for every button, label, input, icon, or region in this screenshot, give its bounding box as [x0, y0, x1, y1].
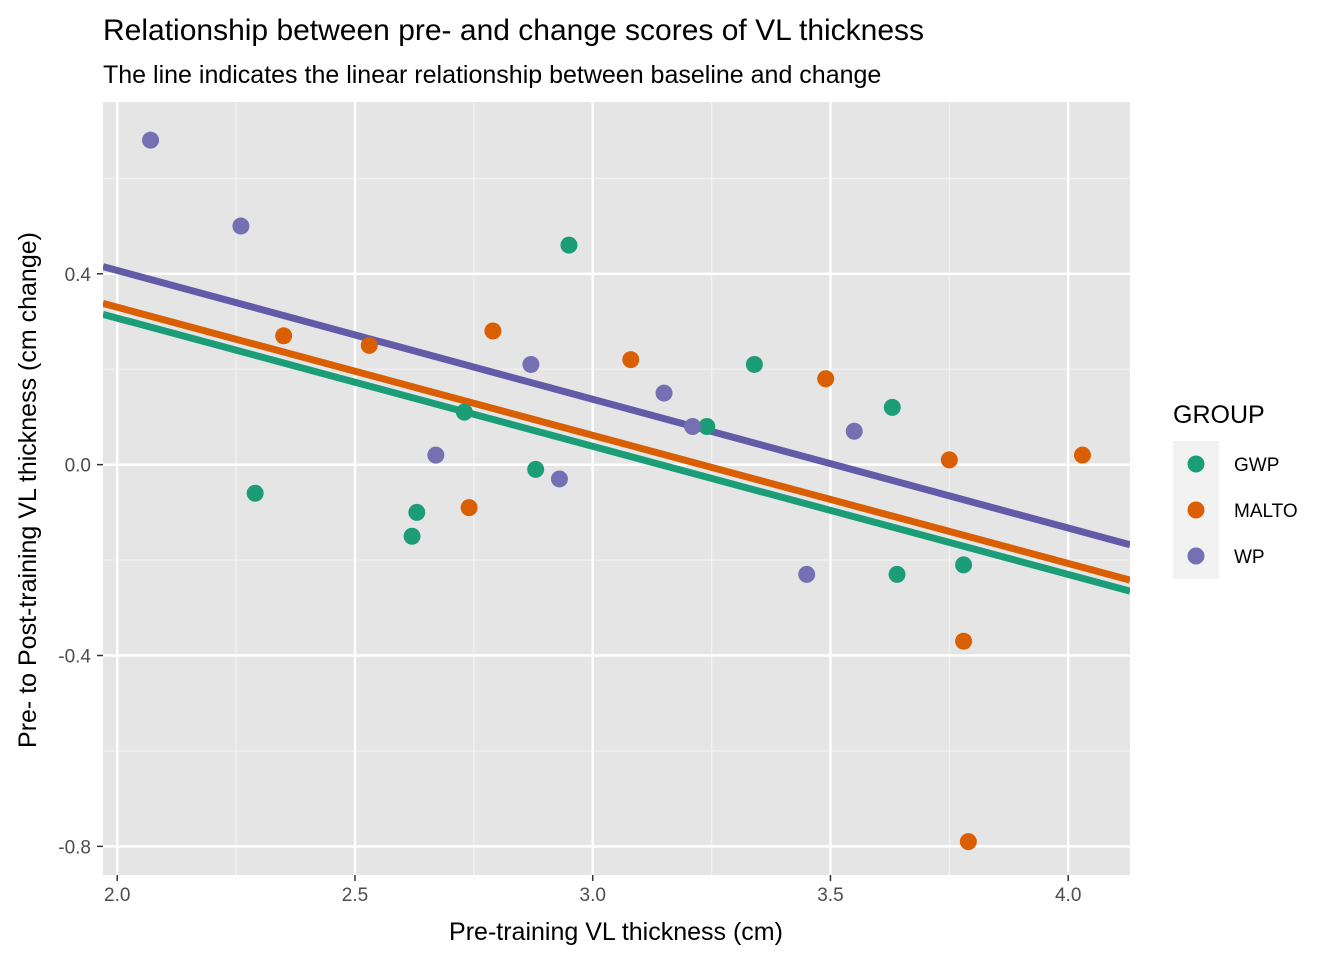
point-gwp: [745, 355, 763, 373]
point-wp: [550, 470, 568, 488]
y-axis: -0.8 -0.4 0.0 0.4: [58, 265, 103, 858]
point-gwp: [403, 527, 421, 545]
fit-line-wp: [103, 263, 1130, 549]
point-malto: [955, 632, 973, 650]
y-tick-label: -0.4: [58, 647, 91, 668]
legend-key-wp: [1187, 547, 1205, 565]
y-tick-label: -0.8: [58, 837, 91, 858]
point-gwp: [698, 417, 716, 435]
legend-label-gwp: GWP: [1234, 455, 1279, 476]
point-malto: [275, 327, 293, 345]
chart-title: Relationship between pre- and change sco…: [103, 14, 924, 47]
point-malto: [940, 451, 958, 469]
legend-label-wp: WP: [1234, 547, 1265, 568]
point-malto: [484, 322, 502, 340]
legend-title: GROUP: [1173, 401, 1265, 429]
x-axis-title: Pre-training VL thickness (cm): [449, 918, 783, 946]
legend-label-malto: MALTO: [1234, 501, 1298, 522]
point-gwp: [560, 236, 578, 254]
point-malto: [360, 336, 378, 354]
point-gwp: [246, 484, 264, 502]
y-tick-label: 0.4: [65, 265, 92, 286]
chart-subtitle: The line indicates the linear relationsh…: [103, 61, 881, 89]
legend-key-gwp: [1187, 455, 1205, 473]
point-gwp: [527, 460, 545, 478]
x-tick-label: 4.0: [1055, 885, 1081, 906]
x-tick-label: 3.5: [817, 885, 843, 906]
point-gwp: [408, 503, 426, 521]
point-malto: [460, 499, 478, 517]
x-tick-label: 2.0: [104, 885, 130, 906]
point-gwp: [455, 403, 473, 421]
point-gwp: [888, 565, 906, 583]
legend: GROUP GWP MALTO WP: [1173, 401, 1298, 579]
point-wp: [655, 384, 673, 402]
y-tick-label: 0.0: [65, 456, 91, 477]
x-axis: 2.0 2.5 3.0 3.5 4.0: [104, 875, 1081, 906]
point-malto: [1073, 446, 1091, 464]
point-wp: [427, 446, 445, 464]
x-tick-label: 3.0: [580, 885, 606, 906]
legend-key-malto: [1187, 501, 1205, 519]
y-axis-title: Pre- to Post-training VL thickness (cm c…: [14, 232, 42, 748]
fit-line-gwp: [103, 310, 1130, 595]
point-malto: [622, 351, 640, 369]
point-malto: [959, 833, 977, 851]
point-gwp: [883, 398, 901, 416]
panel-background: [103, 102, 1130, 875]
point-gwp: [955, 556, 973, 574]
point-wp: [522, 355, 540, 373]
fit-line-malto: [103, 299, 1130, 584]
x-tick-label: 2.5: [342, 885, 368, 906]
point-wp: [232, 217, 250, 235]
point-malto: [817, 370, 835, 388]
plot-panel: [103, 102, 1130, 875]
point-wp: [845, 422, 863, 440]
point-wp: [142, 131, 160, 149]
point-wp: [798, 565, 816, 583]
point-wp: [684, 417, 702, 435]
